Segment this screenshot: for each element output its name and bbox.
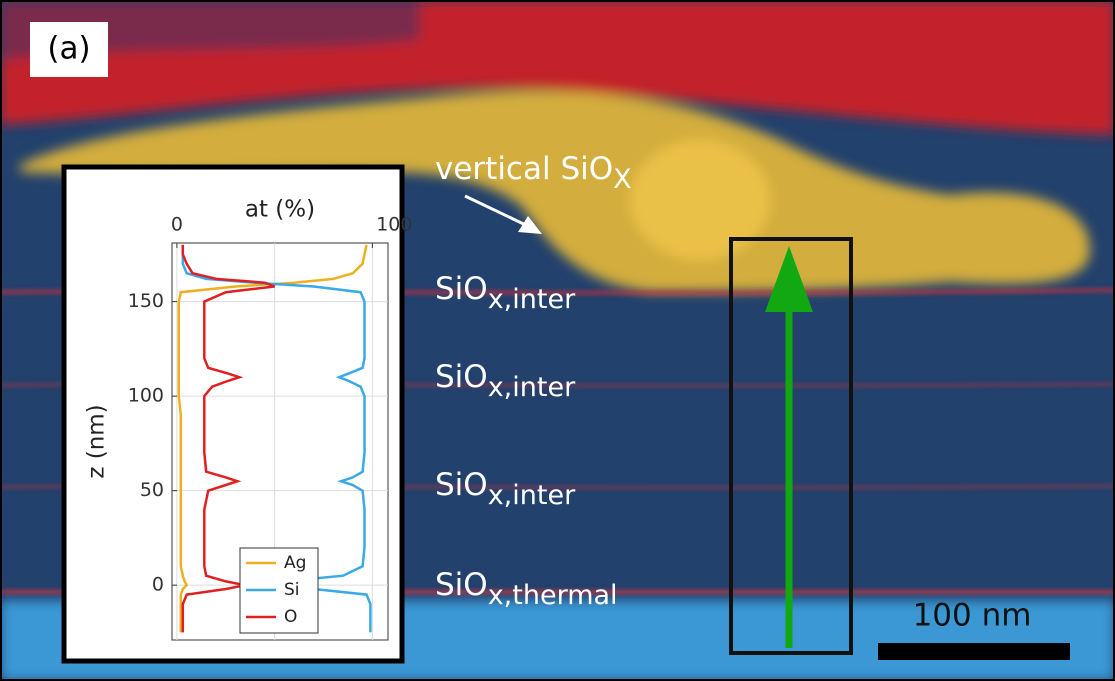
y-tick-label: 150: [128, 290, 164, 312]
annotation-subscript: x,inter: [488, 284, 576, 315]
scale-bar: [878, 643, 1070, 660]
panel-label: (a): [47, 31, 90, 67]
x-tick-label: 100: [376, 214, 412, 236]
annotation-text: SiO: [435, 467, 488, 503]
figure: (a) vertical SiOXSiOx,interSiOx,interSiO…: [0, 0, 1115, 681]
annotation-text: SiO: [435, 359, 488, 395]
annotation-text: SiO: [435, 271, 488, 307]
annotation-text: vertical SiO: [435, 151, 613, 187]
annotation-subscript: x,inter: [488, 372, 576, 403]
legend-label: O: [284, 607, 297, 627]
scale-bar-label: 100 nm: [913, 598, 1032, 634]
annotation-subscript: X: [613, 164, 632, 195]
annotation-subscript: x,thermal: [488, 580, 618, 611]
x-tick-label: 0: [171, 214, 183, 236]
legend-label: Ag: [284, 553, 306, 573]
y-axis-label: z (nm): [84, 404, 110, 478]
annotation-subscript: x,inter: [488, 480, 576, 511]
y-tick-label: 0: [152, 574, 164, 596]
y-tick-label: 50: [140, 479, 164, 501]
x-axis-label: at (%): [245, 197, 315, 223]
y-tick-label: 100: [128, 385, 164, 407]
annotation-text: SiO: [435, 567, 488, 603]
legend-label: Si: [284, 580, 300, 600]
